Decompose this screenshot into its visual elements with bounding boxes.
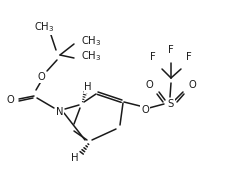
Text: F: F — [150, 52, 156, 62]
Text: CH$_3$: CH$_3$ — [81, 49, 102, 63]
Text: O: O — [6, 95, 14, 105]
Text: CH$_3$: CH$_3$ — [34, 20, 54, 34]
Text: S: S — [168, 99, 174, 109]
Text: H: H — [71, 153, 79, 163]
Text: O: O — [37, 72, 45, 82]
Text: O: O — [141, 105, 149, 115]
Text: O: O — [188, 80, 196, 90]
Text: N: N — [56, 107, 64, 117]
Text: F: F — [186, 52, 192, 62]
Text: F: F — [168, 45, 174, 55]
Text: H: H — [84, 82, 92, 92]
Text: O: O — [145, 80, 153, 90]
Text: CH$_3$: CH$_3$ — [81, 34, 102, 48]
